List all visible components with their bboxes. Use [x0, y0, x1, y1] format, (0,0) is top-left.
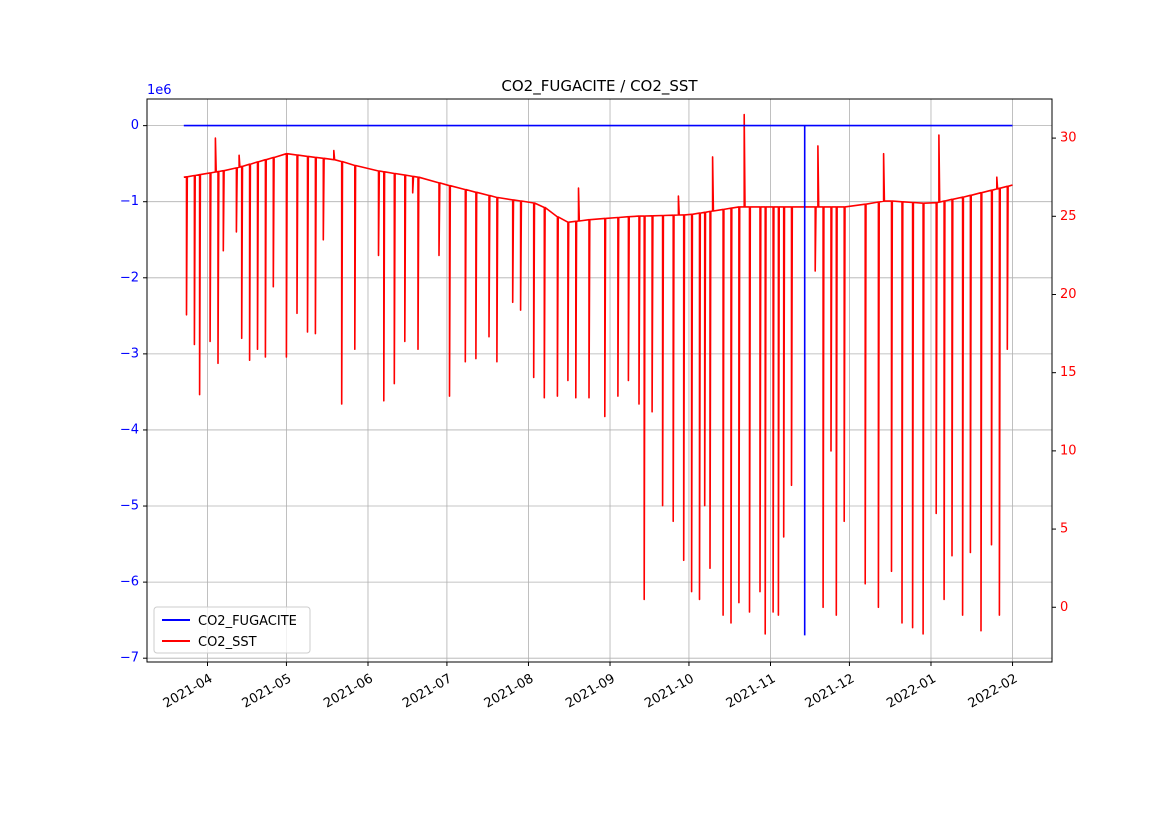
y-right-tick-label: 0: [1060, 600, 1068, 615]
line-co2-fugacite: [183, 124, 1013, 636]
series-co2-sst: [183, 113, 1013, 635]
legend-label-co2-sst: CO2_SST: [198, 635, 257, 650]
y-right-tick-label: 15: [1060, 365, 1077, 380]
gridlines: [147, 99, 1052, 662]
y-right-tick-label: 20: [1060, 287, 1077, 302]
y-left-tick-label: −5: [120, 499, 139, 514]
y-left-tick-label: −6: [120, 575, 139, 590]
legend: CO2_FUGACITE CO2_SST: [153, 606, 311, 654]
y-left-tick-label: −2: [120, 270, 139, 285]
y-right-tick-label: 30: [1060, 131, 1077, 146]
legend-box: [153, 606, 311, 654]
y-right-tick-label: 25: [1060, 209, 1077, 224]
y-right-tick-label: 5: [1060, 522, 1068, 537]
y-axis-right: 0 5 10 15 20 25 30: [1052, 131, 1077, 615]
plot-frame: [146, 98, 1053, 663]
series-co2-fugacite: [183, 124, 1013, 636]
y-left-tick-label: 0: [131, 118, 139, 133]
y-axis-left: 0 −1 −2 −3 −4 −5 −6 −7: [120, 118, 147, 666]
y-left-offset-text: 1e6: [147, 83, 172, 98]
y-left-tick-label: −7: [120, 651, 139, 666]
y-left-tick-label: −3: [120, 346, 139, 361]
chart-title: CO2_FUGACITE / CO2_SST: [501, 77, 698, 96]
line-co2-sst: [183, 113, 1013, 635]
y-left-tick-label: −1: [120, 194, 139, 209]
legend-label-co2-fugacite: CO2_FUGACITE: [198, 614, 297, 629]
y-left-tick-label: −4: [120, 422, 139, 437]
y-right-tick-label: 10: [1060, 443, 1077, 458]
